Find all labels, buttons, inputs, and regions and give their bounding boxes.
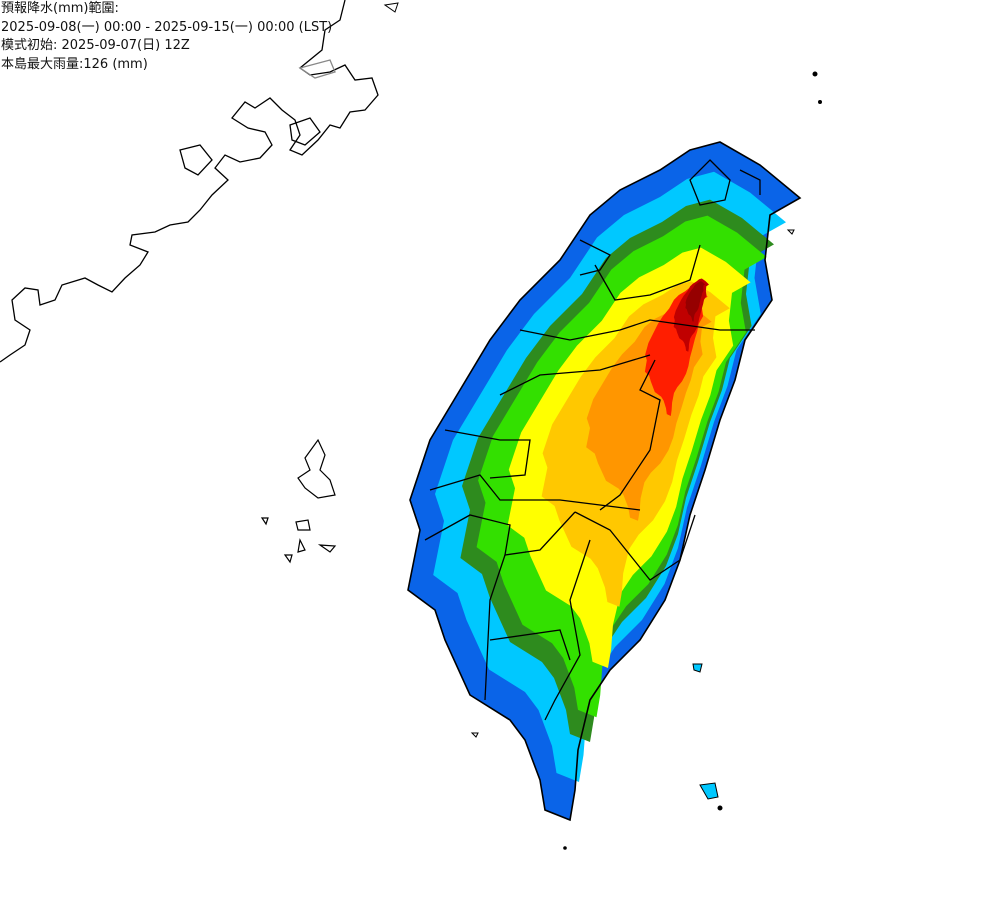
rainfall-band-9 bbox=[685, 281, 705, 322]
rainfall-bands bbox=[408, 142, 800, 820]
offshore-islands bbox=[383, 2, 822, 850]
penghu-islands bbox=[260, 438, 337, 564]
china-coastline bbox=[0, 0, 379, 363]
model-init-time: 模式初始: 2025-09-07(日) 12Z bbox=[1, 38, 190, 53]
forecast-info: 預報降水(mm)範圍: 2025-09-08(一) 00:00 - 2025-0… bbox=[1, 0, 332, 74]
taiwan-coastline bbox=[407, 141, 802, 822]
county-boundaries bbox=[424, 159, 761, 721]
forecast-period: 2025-09-08(一) 00:00 - 2025-09-15(一) 00:0… bbox=[1, 19, 333, 35]
forecast-title: 預報降水(mm)範圍: bbox=[1, 1, 119, 16]
max-rainfall: 本島最大雨量:126 (mm) bbox=[1, 56, 148, 72]
